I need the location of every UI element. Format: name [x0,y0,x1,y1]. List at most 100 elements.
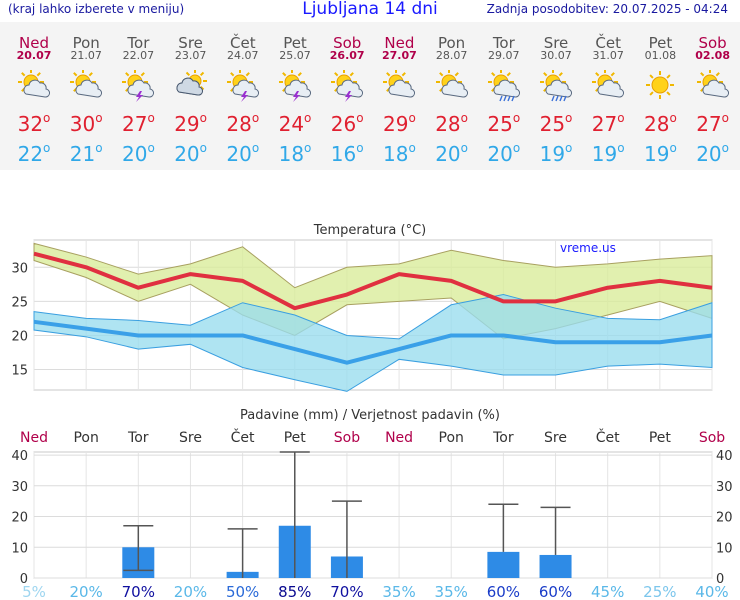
temp-min: 20o [226,141,260,166]
precip-error-bar [331,500,362,578]
precip-probability-label: 60% [487,583,520,600]
forecast-day: Tor 29.07 25o 20o [478,22,530,170]
day-date: 26.07 [329,49,365,62]
precip-day-label: Ned [20,430,48,446]
precip-ytick-right: 30 [716,480,733,495]
sun-cloud-storm-icon [331,70,364,102]
day-name: Ned [384,34,415,52]
precip-ytick-right: 0 [716,572,724,587]
forecast-day: Čet 31.07 27o 19o [582,22,634,170]
precip-probability-label: 35% [382,583,415,600]
sun-cloud-storm-icon [226,70,259,102]
temp-min: 18o [382,141,416,166]
day-date: 24.07 [227,49,259,62]
precip-probability-label: 25% [643,583,676,600]
precip-error-bar [227,528,258,578]
forecast-day: Sob 26.07 26o 16o [321,22,373,170]
day-name: Sre [543,34,569,52]
day-name: Pet [648,34,673,52]
temp-min: 20o [435,141,468,166]
max-temp-line [33,251,713,311]
page-header: (kraj lahko izberete v meniju) Ljubljana… [0,0,740,22]
precip-probability-label: 50% [226,583,259,600]
day-name: Sob [333,34,362,52]
temp-min: 20o [121,141,155,166]
watermark: vreme.us [560,241,616,255]
precip-ytick-right: 10 [716,541,733,556]
day-name: Tor [127,34,150,52]
day-date: 20.07 [16,49,52,62]
precip-probability-label: 45% [591,583,624,600]
sun-cloud-icon [383,70,416,98]
temp-max: 29o [174,111,207,136]
page-title: Ljubljana 14 dni [302,0,438,19]
precip-probability-label: 60% [539,583,572,600]
day-name: Pet [283,34,307,52]
sun-icon [646,71,675,99]
forecast-day: Ned 27.07 29o 18o [373,22,425,170]
precip-day-label: Pon [73,430,98,446]
forecast-day: Pon 28.07 28o 20o [426,22,478,170]
day-name: Pon [437,34,466,52]
temp-max: 29o [382,111,416,136]
precip-ytick-left: 0 [20,572,28,587]
day-date: 21.07 [70,49,102,62]
day-date: 27.07 [381,49,417,62]
forecast-day: Pon 21.07 30o 21o [60,22,112,170]
temp-max: 28o [226,111,260,136]
precip-day-label: Tor [127,430,149,446]
temp-min: 22o [17,141,51,166]
forecast-day: Pet 25.07 24o 18o [269,22,321,170]
temp-max: 25o [487,111,521,136]
precip-day-label: Čet [231,428,255,446]
sun-cloud-icon [435,70,468,98]
temp-max: 27o [696,111,729,136]
temp-min: 20o [174,141,207,166]
day-date: 22.07 [122,49,155,62]
last-update-text: Zadnja posodobitev: 20.07.2025 - 04:24 [486,2,728,16]
precip-ytick-left: 10 [11,541,28,556]
daily-forecast-strip: Ned 20.07 32o 22o Pon 21.07 30o 21o Tor 22.07 27o 2… [0,22,740,170]
temp-max: 25o [539,111,573,136]
temp-min: 20o [487,141,521,166]
min-temp-range-band [33,294,713,392]
day-date: 02.08 [695,49,730,62]
temp-max: 26o [330,111,364,136]
forecast-day: Pet 01.08 28o 19o [634,22,686,170]
temp-min: 21o [69,141,103,166]
day-name: Čet [595,34,621,52]
temp-min: 19o [539,141,573,166]
forecast-day: Čet 24.07 28o 20o [217,22,269,170]
sun-cloud-icon-heavy [176,70,207,96]
precip-probability-label: 20% [174,583,207,600]
forecast-day: Sre 30.07 25o 19o [530,22,582,170]
day-name: Pon [72,34,100,52]
temp-min: 19o [591,141,625,166]
sun-cloud-rain-icon [540,70,572,102]
temp-max: 24o [278,111,312,136]
precip-ytick-left: 20 [11,511,28,526]
precip-day-label: Sob [699,430,725,446]
temp-min: 20o [696,141,729,166]
day-name: Tor [492,34,515,52]
precip-probability-label: 85% [278,583,311,600]
sun-cloud-storm-icon [122,70,155,102]
precip-probability-label: 40% [695,583,728,600]
day-date: 23.07 [174,49,207,62]
temp-max: 27o [121,111,155,136]
day-date: 31.07 [592,49,624,62]
temp-min: 16o [330,141,364,166]
temp-max: 27o [591,111,625,136]
temp-max: 30o [69,111,103,136]
precip-ytick-right: 20 [716,511,733,526]
location-menu-hint[interactable]: (kraj lahko izberete v meniju) [8,2,185,16]
precip-day-label: Tor [492,430,514,446]
precip-error-bar [488,503,519,552]
temp-ytick-label: 15 [11,364,28,379]
day-name: Sre [178,34,203,52]
temp-ytick-label: 25 [11,295,28,310]
temp-max: 28o [435,111,468,136]
day-date: 29.07 [488,49,520,62]
day-name: Ned [19,34,49,52]
